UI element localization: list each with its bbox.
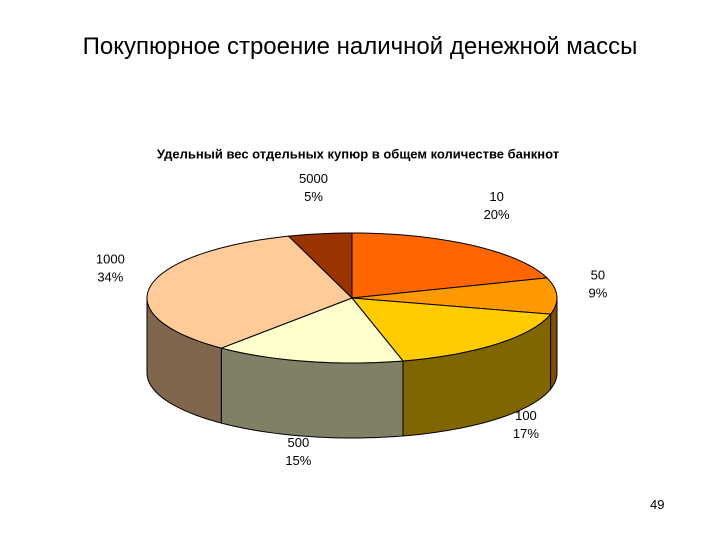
slice-category-label: 50 (591, 267, 605, 282)
page-number: 49 (650, 497, 665, 512)
slice (350, 297, 552, 362)
slice-value-label: 17% (513, 426, 539, 441)
slice-value-label: 20% (484, 207, 510, 222)
slide-title: Покупюрное строение наличной денежной ма… (82, 33, 638, 60)
slice-category-label: 1000 (96, 252, 125, 267)
slice (219, 297, 404, 364)
slice (351, 277, 558, 315)
slice-value-label: 5% (304, 189, 323, 204)
slice-value-label: 9% (588, 285, 607, 300)
slice-category-label: 10 (489, 189, 503, 204)
slice-value-label: 34% (97, 270, 123, 285)
chart-subtitle: Удельный вес отдельных купюр в общем кол… (157, 146, 559, 161)
slice-category-label: 100 (515, 408, 537, 423)
slice-category-label: 500 (287, 435, 309, 450)
slice (351, 232, 549, 299)
slice (146, 235, 353, 349)
slice-value-label: 15% (285, 453, 311, 468)
slice (287, 232, 353, 300)
slice-category-label: 5000 (299, 171, 328, 186)
